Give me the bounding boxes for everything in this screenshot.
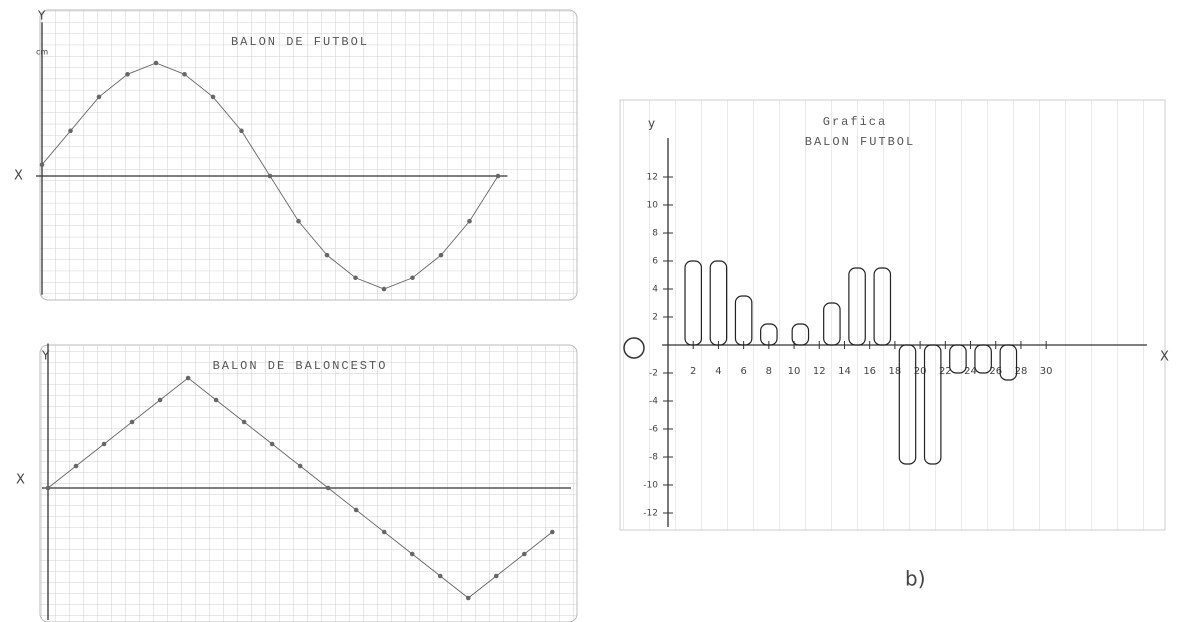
y-tick-label: -6	[649, 425, 658, 435]
x-axis-label: X	[14, 169, 23, 184]
data-point	[158, 398, 163, 403]
y-tick-label: -8	[649, 453, 658, 463]
data-point	[550, 530, 555, 535]
chart-title: Grafica	[823, 115, 887, 129]
data-point	[382, 530, 387, 535]
y-tick-label: 6	[652, 257, 658, 267]
data-point	[268, 174, 273, 179]
unit-label: cm	[36, 48, 48, 57]
x-tick-label: 16	[863, 366, 876, 377]
y-tick-label: 4	[652, 285, 658, 295]
chart-title: BALON DE BALONCESTO	[213, 359, 388, 373]
x-tick-label: 6	[740, 366, 746, 377]
x-tick-label: 12	[813, 366, 826, 377]
y-axis-label: Y	[41, 349, 50, 363]
data-point	[186, 376, 191, 381]
paper	[40, 345, 577, 622]
x-axis-label: X	[1160, 350, 1169, 365]
data-point	[97, 95, 102, 100]
data-point	[410, 552, 415, 557]
y-tick-label: 8	[652, 229, 658, 239]
x-tick-label: 8	[766, 366, 772, 377]
x-tick-label: 2	[690, 366, 696, 377]
data-point	[154, 61, 159, 66]
chart-title: BALON DE FUTBOL	[231, 35, 369, 49]
data-point	[496, 174, 501, 179]
x-tick-label: 14	[838, 366, 851, 377]
data-point	[46, 486, 51, 491]
data-point	[353, 275, 358, 280]
data-point	[40, 162, 45, 167]
data-point	[298, 464, 303, 469]
data-point	[270, 442, 275, 447]
y-axis-label: y	[648, 117, 655, 131]
data-point	[68, 129, 73, 134]
data-point	[466, 596, 471, 601]
data-point	[439, 253, 444, 258]
data-point	[326, 486, 331, 491]
data-point	[102, 442, 107, 447]
data-point	[242, 420, 247, 425]
data-point	[214, 398, 219, 403]
x-tick-label: 30	[1040, 366, 1053, 377]
paper	[40, 10, 577, 300]
y-axis-label: Y	[37, 9, 46, 23]
data-point	[382, 287, 387, 292]
data-point	[125, 72, 130, 77]
data-point	[522, 552, 527, 557]
data-point	[74, 464, 79, 469]
y-tick-label: 12	[647, 173, 658, 183]
data-point	[410, 275, 415, 280]
x-tick-label: 10	[788, 366, 801, 377]
data-point	[354, 508, 359, 513]
figure: BALON DE FUTBOL Y Xcm BALON DE BALONCESTO Y X…	[0, 0, 1181, 622]
x-tick-label: 4	[715, 366, 721, 377]
y-tick-label: 10	[647, 201, 659, 211]
y-tick-label: -2	[649, 369, 658, 379]
data-point	[494, 574, 499, 579]
chart-subtitle: BALON FUTBOL	[805, 135, 915, 149]
data-point	[325, 253, 330, 258]
data-point	[239, 129, 244, 134]
page: {"chart_data": [ {"type": "line", "title…	[0, 0, 1181, 622]
data-point	[467, 219, 472, 224]
data-point	[130, 420, 135, 425]
data-point	[296, 219, 301, 224]
data-point	[438, 574, 443, 579]
y-tick-label: -12	[643, 509, 658, 519]
y-tick-label: 2	[652, 313, 658, 323]
y-tick-label: -10	[643, 481, 658, 491]
data-point	[211, 95, 216, 100]
y-tick-label: -4	[649, 397, 658, 407]
x-axis-label: X	[16, 473, 25, 488]
data-point	[182, 72, 187, 77]
caption: b)	[905, 567, 926, 591]
